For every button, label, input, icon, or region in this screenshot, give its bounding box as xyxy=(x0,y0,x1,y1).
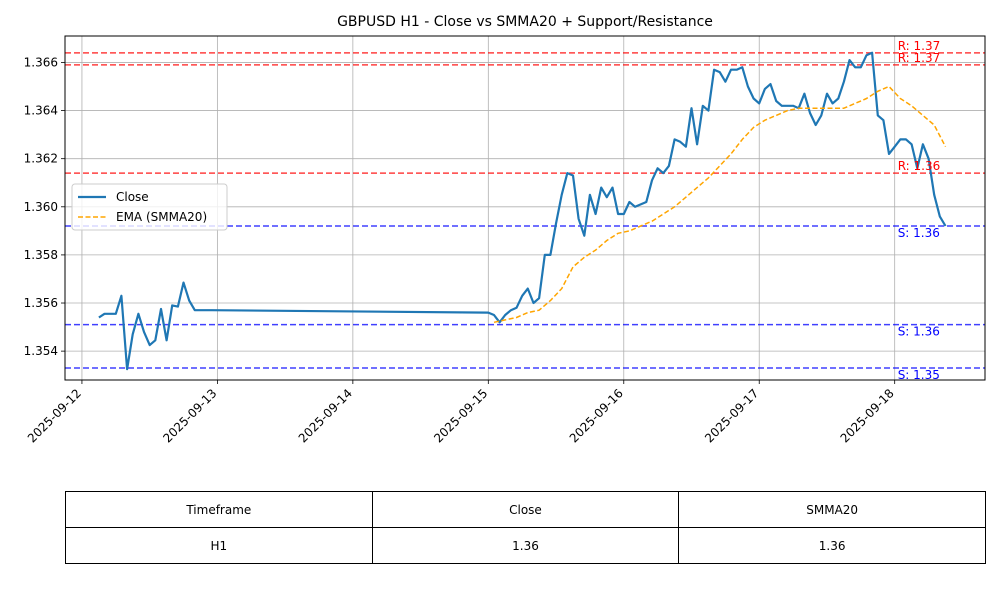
y-tick-label: 1.360 xyxy=(24,200,58,214)
x-axis: 2025-09-12 2025-09-13 2025-09-14 2025-09-15… xyxy=(25,380,897,445)
close-series-line xyxy=(98,51,947,371)
legend-close-label: Close xyxy=(116,190,149,204)
y-tick-label: 1.358 xyxy=(24,248,58,262)
support-resistance-levels xyxy=(65,52,985,369)
y-tick-label: 1.354 xyxy=(24,344,58,358)
x-tick-label: 2025-09-14 xyxy=(296,386,355,445)
x-tick-label: 2025-09-12 xyxy=(25,386,84,445)
chart-title: GBPUSD H1 - Close vs SMMA20 + Support/Re… xyxy=(337,14,713,30)
y-tick-label: 1.362 xyxy=(24,152,58,166)
support-level-label: S: 1.36 xyxy=(898,325,940,339)
x-tick-label: 2025-09-15 xyxy=(431,386,490,445)
table-header-smma20: SMMA20 xyxy=(678,491,986,528)
table-header-row: Timeframe Close SMMA20 xyxy=(65,491,986,528)
table-row: H1 1.36 1.36 xyxy=(65,527,986,564)
legend: Close EMA (SMMA20) xyxy=(71,183,228,231)
x-tick-label: 2025-09-18 xyxy=(838,386,897,445)
x-tick-label: 2025-09-17 xyxy=(702,386,761,445)
y-tick-label: 1.356 xyxy=(24,296,58,310)
y-tick-label: 1.364 xyxy=(24,104,58,118)
x-tick-label: 2025-09-13 xyxy=(160,386,219,445)
x-tick-label: 2025-09-16 xyxy=(567,386,626,445)
plot-area xyxy=(64,35,986,381)
table-cell-close: 1.36 xyxy=(371,527,680,564)
series-lines xyxy=(98,51,947,371)
support-level-label: S: 1.36 xyxy=(898,226,940,240)
level-labels: R: 1.37R: 1.37 R: 1.36 S: 1.36 S: 1.36 S: 1.… xyxy=(898,39,941,382)
table-header-close: Close xyxy=(371,491,680,528)
resistance-level-label: R: 1.37 xyxy=(898,51,941,65)
legend-ema-label: EMA (SMMA20) xyxy=(116,210,207,224)
table-cell-timeframe: H1 xyxy=(65,527,373,564)
legend-box xyxy=(71,183,228,231)
smma20-series-line xyxy=(493,85,947,324)
resistance-level-label: R: 1.36 xyxy=(898,159,941,173)
table-cell-smma20: 1.36 xyxy=(678,527,986,564)
chart: GBPUSD H1 - Close vs SMMA20 + Support/Re… xyxy=(24,14,986,445)
y-tick-label: 1.366 xyxy=(24,55,58,69)
support-level-label: S: 1.35 xyxy=(898,368,940,382)
y-axis: 1.354 1.356 1.358 1.360 1.362 1.364 1.366 xyxy=(24,55,65,358)
resistance-level-label: R: 1.37 xyxy=(898,39,941,53)
table-header-timeframe: Timeframe xyxy=(65,491,373,528)
stats-table: Timeframe Close SMMA20 H1 1.36 1.36 xyxy=(65,491,986,564)
